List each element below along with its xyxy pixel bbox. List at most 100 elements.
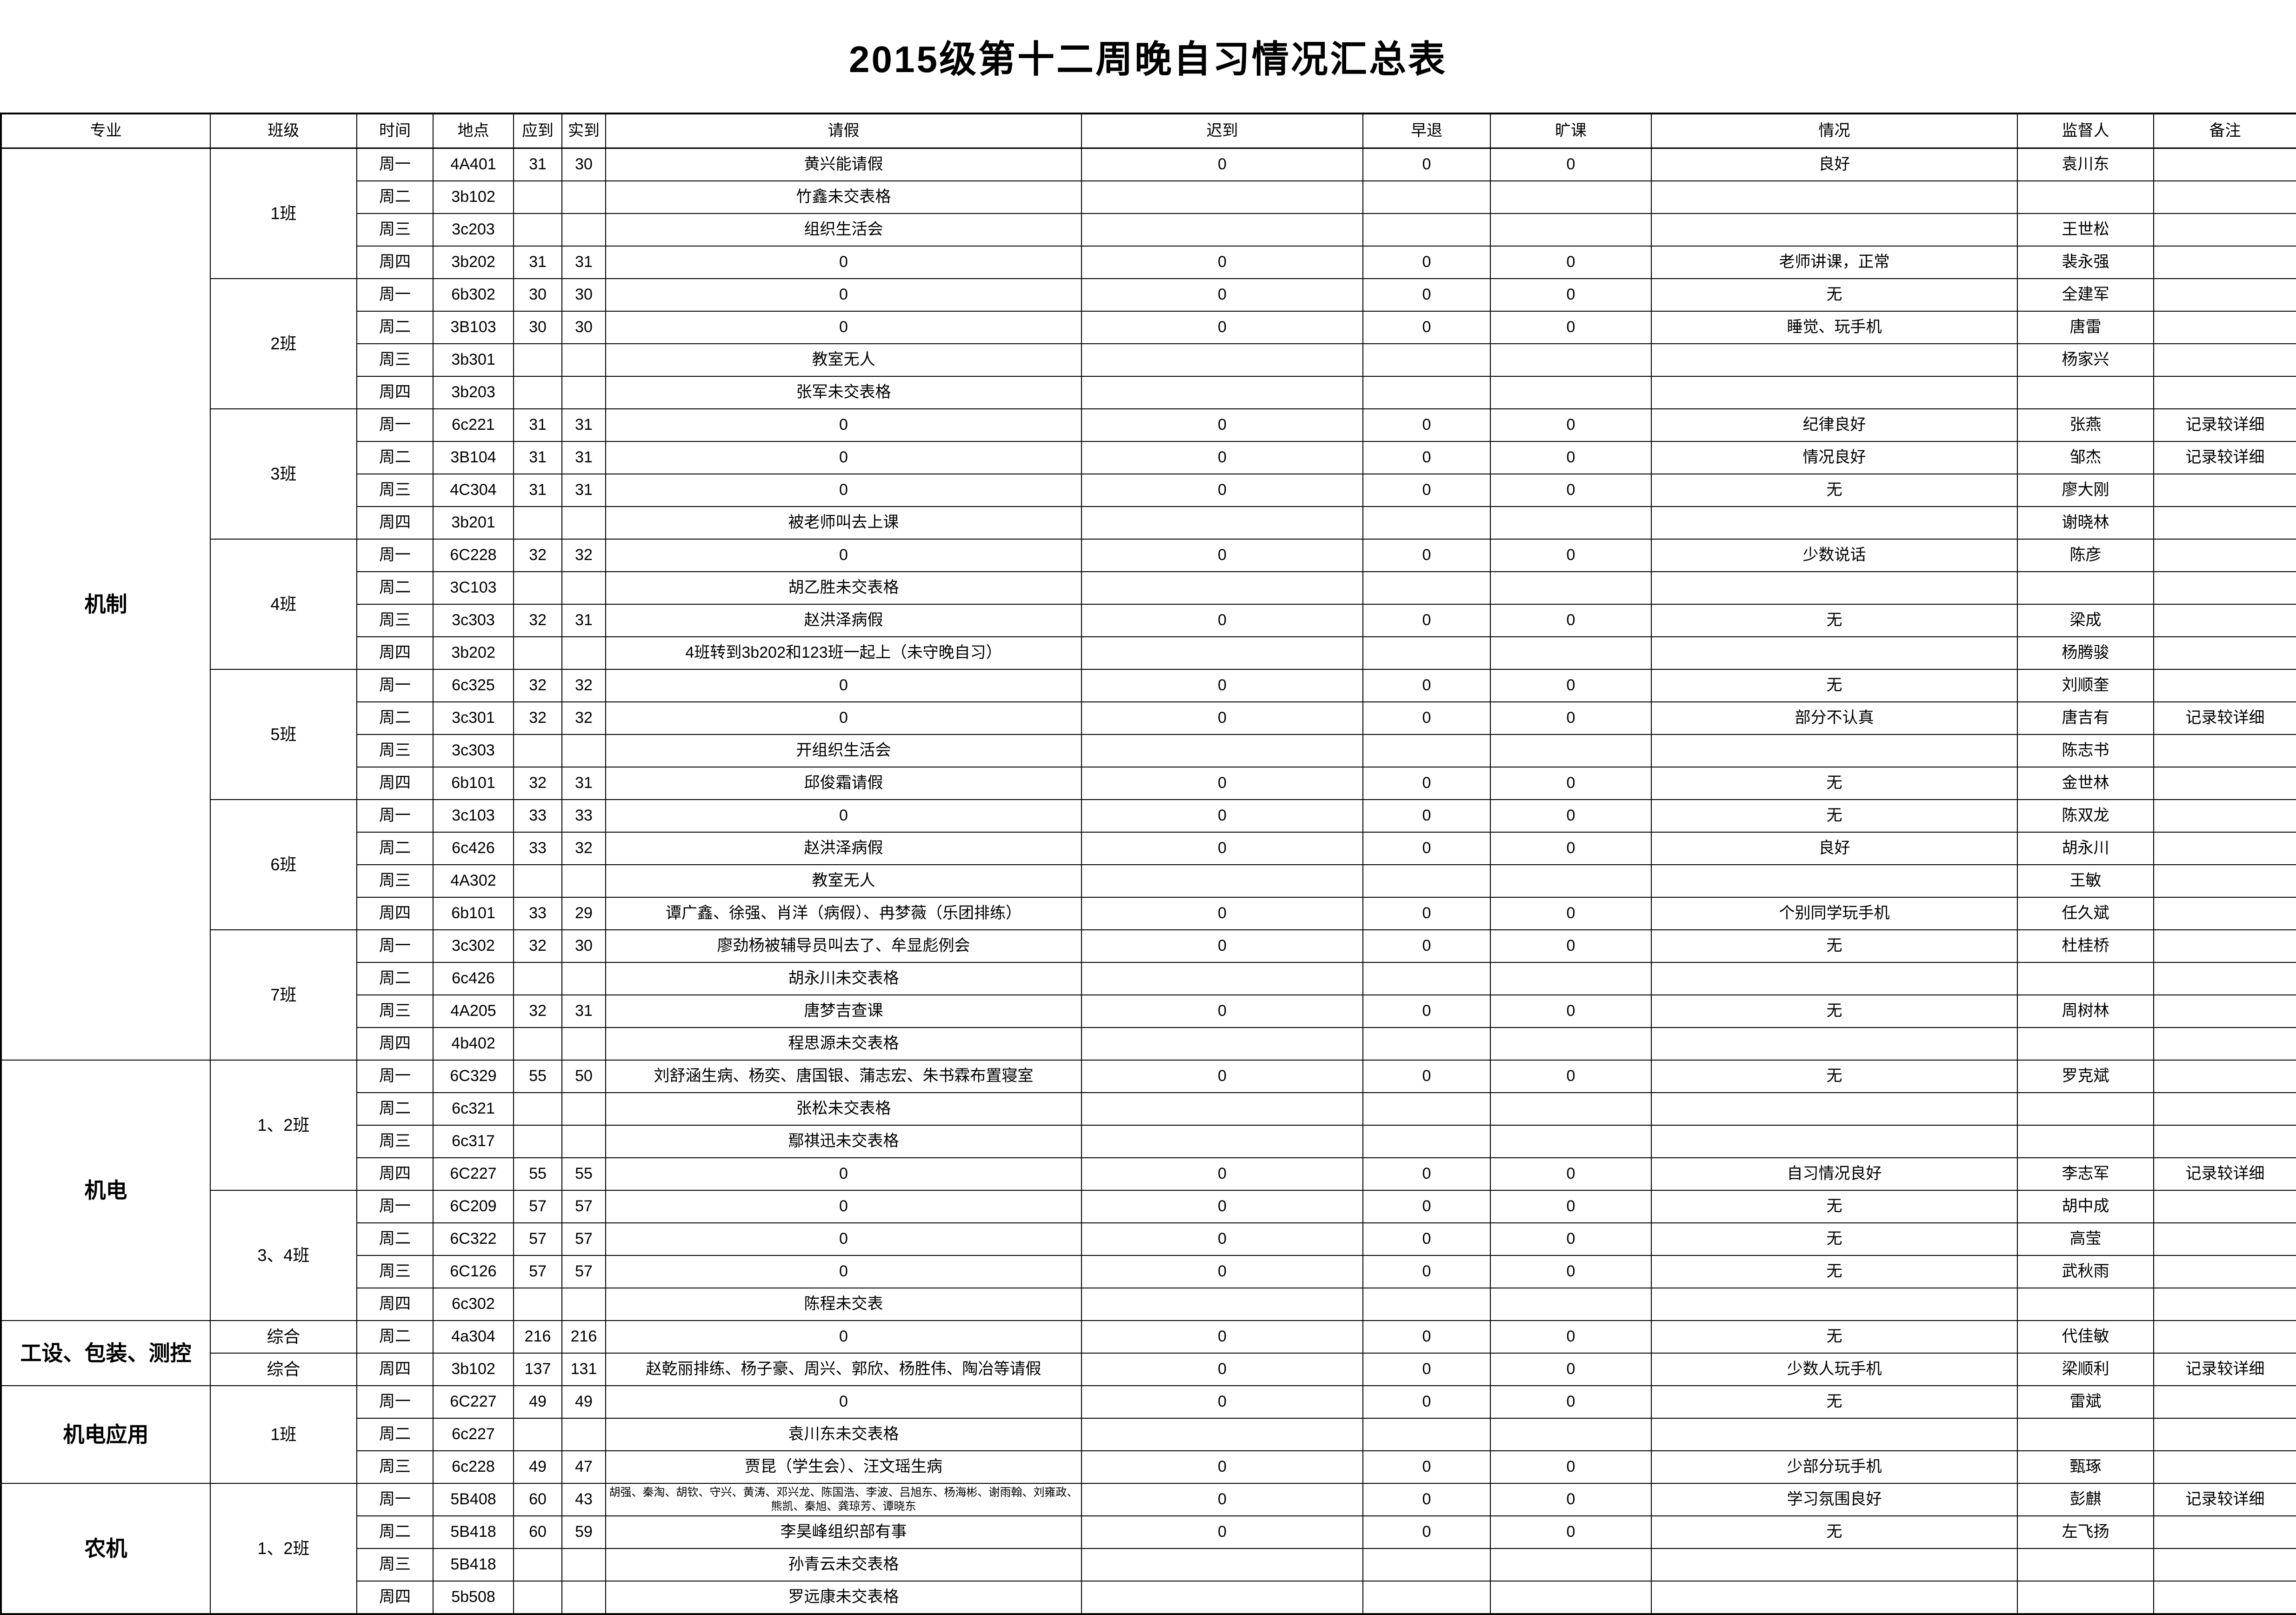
actual-cell: 32 [561, 539, 606, 572]
early-cell [1362, 571, 1491, 605]
column-header: 备注 [2153, 113, 2296, 149]
situation-cell: 无 [1651, 929, 2018, 963]
expected-cell: 32 [513, 669, 562, 702]
early-cell [1362, 1027, 1491, 1061]
remark-cell: 记录较详细 [2153, 441, 2296, 474]
early-cell [1362, 180, 1491, 214]
situation-cell: 老师讲课，正常 [1651, 246, 2018, 279]
actual-cell [561, 1027, 606, 1061]
supervisor-cell: 谢晓林 [2017, 506, 2154, 540]
late-cell: 0 [1081, 929, 1363, 963]
room-cell: 6c321 [433, 1092, 514, 1126]
absent-cell [1490, 506, 1652, 540]
expected-cell [513, 1418, 562, 1451]
situation-cell: 无 [1651, 799, 2018, 833]
situation-cell [1651, 1418, 2018, 1451]
actual-cell [561, 1125, 606, 1158]
class-cell: 1、2班 [210, 1483, 357, 1615]
remark-cell [2153, 246, 2296, 279]
situation-cell: 无 [1651, 604, 2018, 637]
room-cell: 4A302 [433, 864, 514, 898]
situation-cell: 学习氛围良好 [1651, 1483, 2018, 1516]
situation-cell [1651, 506, 2018, 540]
leave-cell: 0 [605, 1320, 1082, 1354]
room-cell: 6c228 [433, 1450, 514, 1484]
actual-cell: 33 [561, 799, 606, 833]
late-cell: 0 [1081, 311, 1363, 344]
situation-cell: 良好 [1651, 832, 2018, 865]
expected-cell: 57 [513, 1255, 562, 1288]
supervisor-cell: 王敏 [2017, 864, 2154, 898]
expected-cell: 32 [513, 767, 562, 800]
actual-cell: 55 [561, 1157, 606, 1191]
leave-cell: 廖劲杨被辅导员叫去了、牟显彪例会 [605, 929, 1082, 963]
expected-cell: 55 [513, 1060, 562, 1093]
late-cell: 0 [1081, 539, 1363, 572]
day-cell: 周二 [356, 1418, 434, 1451]
supervisor-cell: 彭麒 [2017, 1483, 2154, 1516]
late-cell: 0 [1081, 1483, 1363, 1516]
early-cell [1362, 962, 1491, 995]
situation-cell [1651, 376, 2018, 409]
late-cell [1081, 343, 1363, 377]
absent-cell: 0 [1490, 897, 1652, 930]
supervisor-cell: 高莹 [2017, 1222, 2154, 1256]
class-cell: 7班 [210, 929, 357, 1061]
late-cell [1081, 1027, 1363, 1061]
supervisor-cell [2017, 1092, 2154, 1126]
remark-cell [2153, 1385, 2296, 1419]
supervisor-cell [2017, 1027, 2154, 1061]
supervisor-cell: 武秋雨 [2017, 1255, 2154, 1288]
situation-cell [1651, 180, 2018, 214]
situation-cell: 睡觉、玩手机 [1651, 311, 2018, 344]
remark-cell [2153, 767, 2296, 800]
leave-cell: 陈程未交表 [605, 1288, 1082, 1321]
leave-cell: 0 [605, 669, 1082, 702]
expected-cell [513, 1581, 562, 1615]
early-cell: 0 [1362, 1255, 1491, 1288]
leave-cell: 赵洪泽病假 [605, 832, 1082, 865]
early-cell [1362, 1288, 1491, 1321]
supervisor-cell: 任久斌 [2017, 897, 2154, 930]
situation-cell [1651, 1125, 2018, 1158]
table-row: 周三 5B418 孙青云未交表格 [1, 1548, 2296, 1582]
early-cell: 0 [1362, 147, 1491, 181]
major-cell: 机制 [0, 147, 211, 1061]
day-cell: 周三 [356, 1125, 434, 1158]
early-cell [1362, 864, 1491, 898]
expected-cell: 33 [513, 799, 562, 833]
situation-cell [1651, 636, 2018, 670]
class-cell: 5班 [210, 669, 357, 800]
table-row: 周三 3c303 32 31 赵洪泽病假 0 0 0 无梁成 [1, 604, 2296, 637]
absent-cell [1490, 376, 1652, 409]
actual-cell [561, 213, 606, 247]
leave-cell: 张松未交表格 [605, 1092, 1082, 1126]
room-cell: 3b102 [433, 1353, 514, 1386]
expected-cell [513, 1548, 562, 1582]
room-cell: 6C126 [433, 1255, 514, 1288]
supervisor-cell: 杨腾骏 [2017, 636, 2154, 670]
table-row: 3、4班 周一 6C209 57 57 0 0 0 0 无胡中成 [1, 1190, 2296, 1321]
situation-cell: 情况良好 [1651, 441, 2018, 474]
room-cell: 6c426 [433, 832, 514, 865]
table-row: 周三 6c317 鄢祺迅未交表格 [1, 1125, 2296, 1158]
late-cell [1081, 376, 1363, 409]
table-row: 机电应用 1班 周一 6C227 49 49 0 0 0 0 无雷斌 [0, 1385, 2296, 1484]
day-cell: 周二 [356, 1222, 434, 1256]
day-cell: 周四 [356, 506, 434, 540]
table-row: 5班 周一 6c325 32 32 0 0 0 0 无刘顺奎 [1, 669, 2296, 800]
room-cell: 6b101 [433, 767, 514, 800]
actual-cell [561, 343, 606, 377]
column-header: 早退 [1362, 113, 1491, 149]
early-cell [1362, 343, 1491, 377]
remark-cell [2153, 571, 2296, 605]
remark-cell: 记录较详细 [2153, 701, 2296, 735]
supervisor-cell [2017, 180, 2154, 214]
supervisor-cell: 甄琢 [2017, 1450, 2154, 1484]
absent-cell: 0 [1490, 539, 1652, 572]
room-cell: 6c325 [433, 669, 514, 702]
day-cell: 周一 [356, 539, 434, 572]
expected-cell: 33 [513, 897, 562, 930]
absent-cell: 0 [1490, 278, 1652, 312]
leave-cell: 开组织生活会 [605, 734, 1082, 767]
